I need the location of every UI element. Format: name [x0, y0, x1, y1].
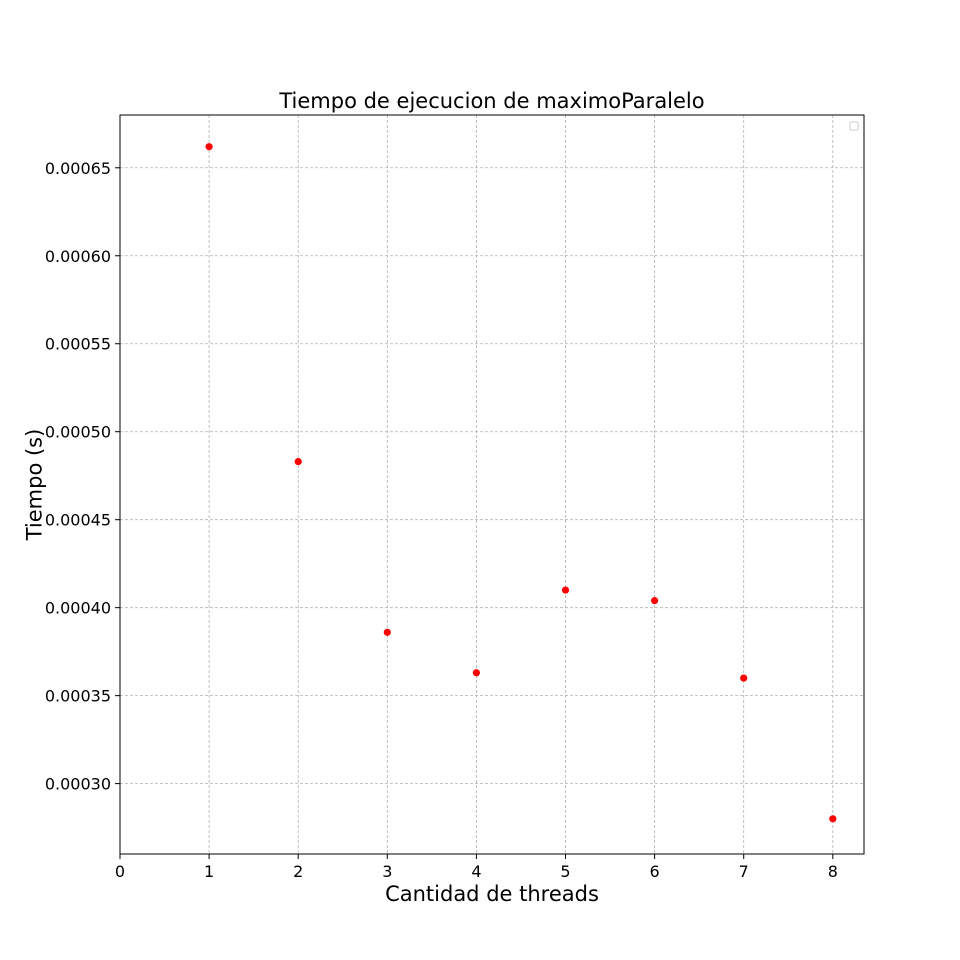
- x-tick-label: 6: [650, 862, 660, 881]
- data-point: [472, 669, 481, 677]
- x-tick-label: 5: [560, 862, 570, 881]
- x-tick-label: 4: [471, 862, 481, 881]
- y-tick-label: 0.00065: [45, 159, 111, 178]
- y-tick-label: 0.00040: [45, 599, 111, 618]
- y-tick-label: 0.00050: [45, 423, 111, 442]
- y-tick-label: 0.00030: [45, 775, 111, 794]
- y-tick-label: 0.00035: [45, 687, 111, 706]
- y-tick-label: 0.00060: [45, 247, 111, 266]
- legend-box: [849, 121, 859, 131]
- data-point: [740, 674, 748, 682]
- x-tick-label: 3: [382, 862, 392, 881]
- legend: [849, 121, 859, 131]
- data-point: [651, 597, 659, 605]
- chart-title: Tiempo de ejecucion de maximoParalelo: [278, 89, 704, 113]
- grid-layer: [119, 115, 864, 854]
- x-tick-label: 2: [293, 862, 303, 881]
- data-point: [383, 628, 391, 636]
- axis-ticks: 0 1 2 3 4 5 6 7 8 0.00030 0.00035 0.00040 0.00045 0.0…: [45, 159, 838, 881]
- data-point: [294, 458, 302, 466]
- x-tick-label: 0: [115, 862, 125, 881]
- y-tick-label: 0.00045: [45, 511, 111, 530]
- data-point: [829, 815, 837, 823]
- y-tick-label: 0.00055: [45, 335, 111, 354]
- plot-frame: [119, 114, 865, 855]
- y-axis-label: Tiempo (s): [22, 429, 46, 542]
- x-tick-label: 1: [204, 862, 214, 881]
- x-tick-label: 8: [828, 862, 838, 881]
- x-tick-label: 7: [739, 862, 749, 881]
- data-point: [561, 586, 570, 594]
- data-point: [205, 143, 213, 151]
- x-axis-label: Cantidad de threads: [385, 882, 599, 906]
- data-points: [205, 143, 837, 823]
